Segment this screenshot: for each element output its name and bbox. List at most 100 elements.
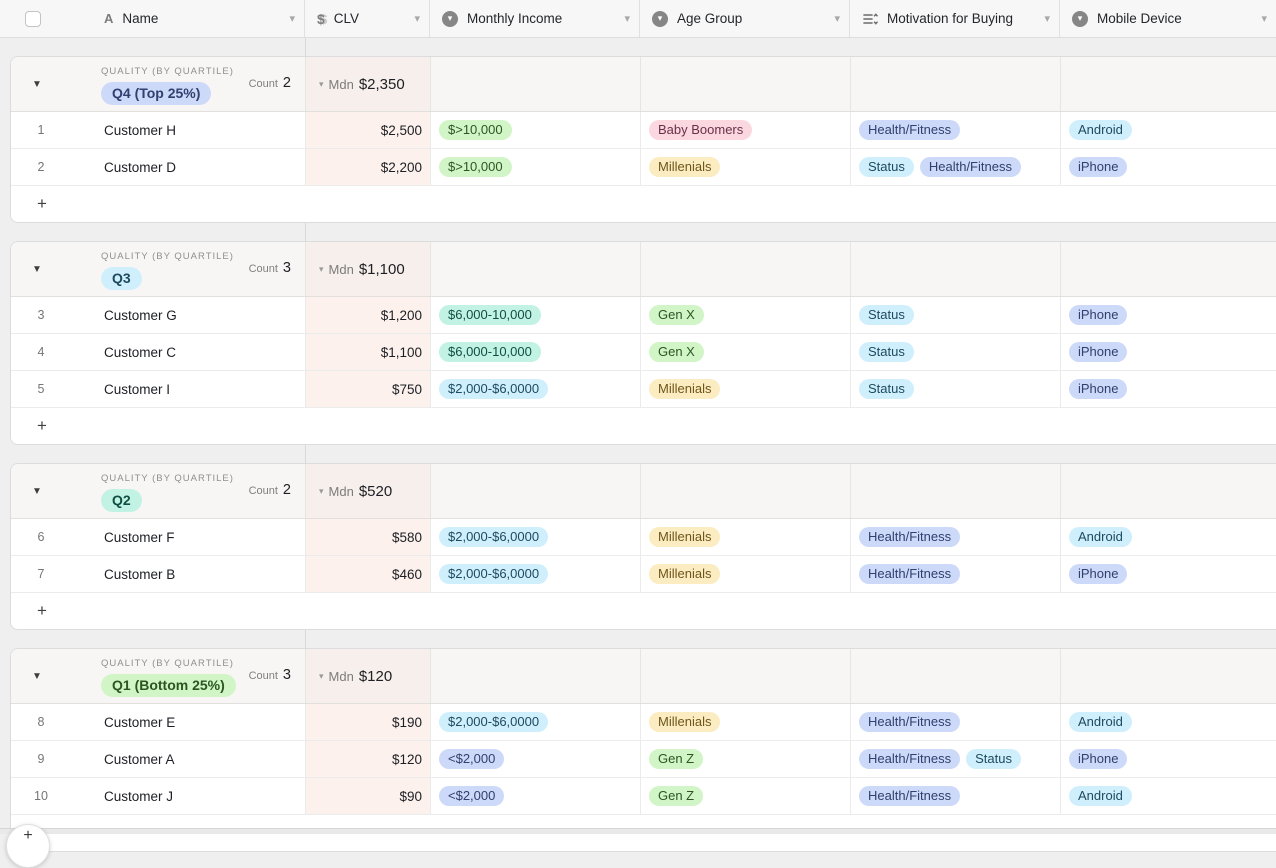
name-cell[interactable]: 6 Customer F — [11, 519, 306, 555]
age-group-cell[interactable]: Millenials — [641, 704, 851, 740]
clv-cell[interactable]: $460 — [306, 556, 431, 592]
select-option-pill: Status — [859, 157, 914, 177]
mobile-device-cell[interactable]: Android — [1061, 704, 1276, 740]
table-row[interactable]: 8 Customer E $190 $2,000-$6,0000 Milleni… — [11, 704, 1276, 741]
chevron-down-icon[interactable]: ▾ — [834, 12, 840, 25]
motivation-cell[interactable]: Health/Fitness — [851, 704, 1061, 740]
clv-cell[interactable]: $1,100 — [306, 334, 431, 370]
table-row[interactable]: 2 Customer D $2,200 $>10,000 Millenials … — [11, 149, 1276, 186]
table-row[interactable]: 1 Customer H $2,500 $>10,000 Baby Boomer… — [11, 112, 1276, 149]
horizontal-scrollbar[interactable] — [0, 828, 1276, 834]
table-row[interactable]: 9 Customer A $120 <$2,000 Gen Z Health/F… — [11, 741, 1276, 778]
table-row[interactable]: 5 Customer I $750 $2,000-$6,0000 Milleni… — [11, 371, 1276, 408]
add-record-floating-button[interactable]: + — [6, 824, 50, 868]
motivation-cell[interactable]: Health/Fitness — [851, 519, 1061, 555]
column-header-motivation-for-buying[interactable]: Motivation for Buying ▾ — [850, 0, 1060, 37]
name-cell[interactable]: 4 Customer C — [11, 334, 306, 370]
column-header-age-group[interactable]: ▾ Age Group ▾ — [640, 0, 850, 37]
monthly-income-cell[interactable]: $6,000-10,000 — [431, 334, 641, 370]
age-group-cell[interactable]: Gen Z — [641, 741, 851, 777]
table-row[interactable]: 6 Customer F $580 $2,000-$6,0000 Milleni… — [11, 519, 1276, 556]
group-summary-median[interactable]: ▾ Mdn $2,350 — [306, 57, 431, 111]
column-header-clv[interactable]: $ CLV ▾ — [305, 0, 430, 37]
clv-cell[interactable]: $750 — [306, 371, 431, 407]
add-record-row[interactable]: + — [11, 186, 1276, 222]
mobile-device-cell[interactable]: Android — [1061, 112, 1276, 148]
group-summary-median[interactable]: ▾ Mdn $520 — [306, 464, 431, 518]
mobile-device-cell[interactable]: iPhone — [1061, 741, 1276, 777]
chevron-down-icon[interactable]: ▾ — [624, 12, 630, 25]
add-record-row[interactable]: + — [11, 408, 1276, 444]
age-group-cell[interactable]: Gen X — [641, 297, 851, 333]
motivation-cell[interactable]: Health/Fitness — [851, 112, 1061, 148]
age-group-cell[interactable]: Millenials — [641, 519, 851, 555]
age-group-cell[interactable]: Millenials — [641, 371, 851, 407]
name-cell[interactable]: 7 Customer B — [11, 556, 306, 592]
group-summary-median[interactable]: ▾ Mdn $120 — [306, 649, 431, 703]
column-header-name[interactable]: A Name ▾ — [0, 0, 305, 37]
motivation-cell[interactable]: Status — [851, 371, 1061, 407]
monthly-income-cell[interactable]: <$2,000 — [431, 741, 641, 777]
clv-cell[interactable]: $1,200 — [306, 297, 431, 333]
motivation-cell[interactable]: Health/Fitness — [851, 556, 1061, 592]
monthly-income-cell[interactable]: $2,000-$6,0000 — [431, 704, 641, 740]
table-row[interactable]: 4 Customer C $1,100 $6,000-10,000 Gen X … — [11, 334, 1276, 371]
chevron-down-icon[interactable]: ▾ — [289, 12, 295, 25]
mobile-device-cell[interactable]: iPhone — [1061, 556, 1276, 592]
clv-cell[interactable]: $90 — [306, 778, 431, 814]
monthly-income-cell[interactable]: $2,000-$6,0000 — [431, 371, 641, 407]
chevron-down-icon[interactable]: ▾ — [1044, 12, 1050, 25]
collapse-group-icon[interactable]: ▼ — [32, 79, 42, 90]
clv-cell[interactable]: $2,500 — [306, 112, 431, 148]
name-cell[interactable]: 1 Customer H — [11, 112, 306, 148]
mobile-device-cell[interactable]: Android — [1061, 519, 1276, 555]
mobile-device-cell[interactable]: Android — [1061, 778, 1276, 814]
table-row[interactable]: 10 Customer J $90 <$2,000 Gen Z Health/F… — [11, 778, 1276, 815]
clv-cell[interactable]: $2,200 — [306, 149, 431, 185]
mobile-device-cell[interactable]: iPhone — [1061, 334, 1276, 370]
add-record-row[interactable]: + — [11, 593, 1276, 629]
collapse-group-icon[interactable]: ▼ — [32, 264, 42, 275]
select-option-pill: Health/Fitness — [859, 527, 960, 547]
name-cell[interactable]: 3 Customer G — [11, 297, 306, 333]
column-header-monthly-income[interactable]: ▾ Monthly Income ▾ — [430, 0, 640, 37]
mobile-device-cell[interactable]: iPhone — [1061, 297, 1276, 333]
select-all-checkbox[interactable] — [25, 11, 41, 27]
age-group-cell[interactable]: Gen X — [641, 334, 851, 370]
mobile-device-cell[interactable]: iPhone — [1061, 371, 1276, 407]
motivation-cell[interactable]: Health/Fitness — [851, 778, 1061, 814]
age-group-cell[interactable]: Millenials — [641, 556, 851, 592]
clv-cell[interactable]: $190 — [306, 704, 431, 740]
clv-value: $90 — [399, 789, 422, 804]
chevron-down-icon[interactable]: ▾ — [1261, 12, 1267, 25]
age-group-cell[interactable]: Gen Z — [641, 778, 851, 814]
chevron-down-icon[interactable]: ▾ — [414, 12, 420, 25]
column-header-mobile-device[interactable]: ▾ Mobile Device ▾ — [1060, 0, 1276, 37]
collapse-group-icon[interactable]: ▼ — [32, 671, 42, 682]
table-row[interactable]: 3 Customer G $1,200 $6,000-10,000 Gen X … — [11, 297, 1276, 334]
motivation-cell[interactable]: Status — [851, 297, 1061, 333]
motivation-cell[interactable]: Status — [851, 334, 1061, 370]
monthly-income-cell[interactable]: <$2,000 — [431, 778, 641, 814]
group-summary-median[interactable]: ▾ Mdn $1,100 — [306, 242, 431, 296]
collapse-group-icon[interactable]: ▼ — [32, 486, 42, 497]
mobile-device-cell[interactable]: iPhone — [1061, 149, 1276, 185]
name-cell[interactable]: 10 Customer J — [11, 778, 306, 814]
age-group-cell[interactable]: Millenials — [641, 149, 851, 185]
monthly-income-cell[interactable]: $>10,000 — [431, 112, 641, 148]
table-row[interactable]: 7 Customer B $460 $2,000-$6,0000 Milleni… — [11, 556, 1276, 593]
monthly-income-cell[interactable]: $2,000-$6,0000 — [431, 556, 641, 592]
name-cell[interactable]: 8 Customer E — [11, 704, 306, 740]
name-cell[interactable]: 2 Customer D — [11, 149, 306, 185]
monthly-income-cell[interactable]: $6,000-10,000 — [431, 297, 641, 333]
monthly-income-cell[interactable]: $2,000-$6,0000 — [431, 519, 641, 555]
name-cell[interactable]: 9 Customer A — [11, 741, 306, 777]
record-name: Customer D — [104, 160, 176, 175]
clv-cell[interactable]: $120 — [306, 741, 431, 777]
name-cell[interactable]: 5 Customer I — [11, 371, 306, 407]
clv-cell[interactable]: $580 — [306, 519, 431, 555]
age-group-cell[interactable]: Baby Boomers — [641, 112, 851, 148]
monthly-income-cell[interactable]: $>10,000 — [431, 149, 641, 185]
